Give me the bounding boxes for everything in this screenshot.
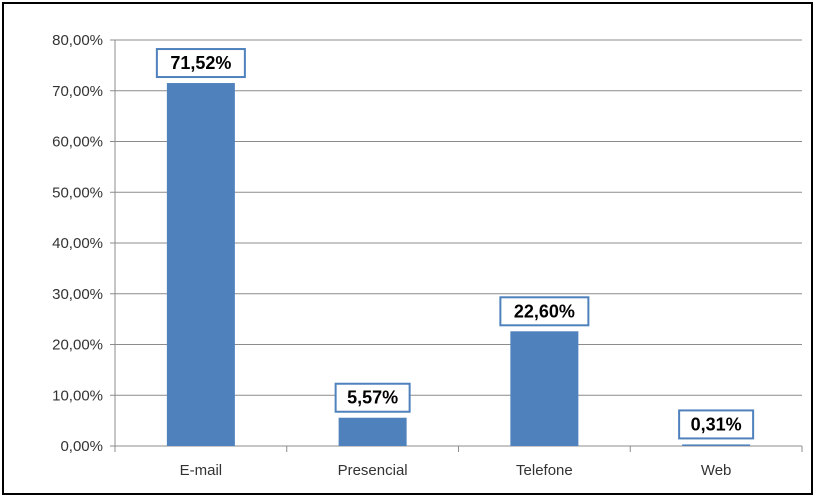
y-tick-label: 10,00% [52,387,103,404]
data-label: 22,60% [514,301,575,321]
data-label-box [499,296,590,327]
y-tick-label: 0,00% [60,438,103,455]
y-tick-label: 70,00% [52,83,103,100]
category-label: Telefone [516,462,573,479]
y-tick-label: 80,00% [52,32,103,49]
bar-telefone [510,331,579,446]
y-tick-label: 40,00% [52,235,103,252]
data-label: 0,31% [691,414,742,434]
data-label: 5,57% [347,388,398,408]
y-tick-label: 60,00% [52,134,103,151]
chart-frame [2,2,813,495]
bar-e-mail [166,83,235,446]
bar-presencial [338,417,407,446]
data-label-box [334,382,411,413]
y-tick-label: 30,00% [52,286,103,303]
y-tick-label: 20,00% [52,337,103,354]
data-label-box [155,48,246,79]
category-label: Web [701,462,732,479]
bar-web [682,444,751,446]
y-tick-label: 50,00% [52,184,103,201]
data-label-box [678,409,755,440]
category-label: E-mail [180,462,223,479]
category-label: Presencial [338,462,408,479]
data-label: 71,52% [170,53,231,73]
